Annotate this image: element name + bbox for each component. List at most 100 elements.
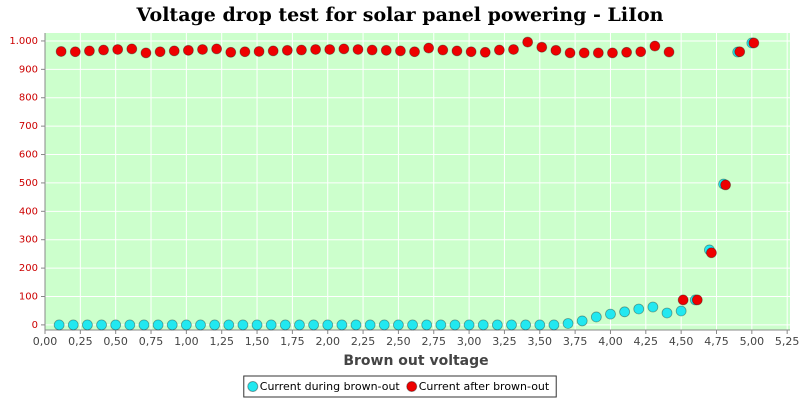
x-tick-label: 1,50 [245, 335, 270, 348]
point [548, 319, 560, 331]
x-tick-label: 3,50 [528, 335, 553, 348]
point [209, 319, 221, 331]
point [607, 47, 618, 59]
point [195, 319, 206, 331]
point [663, 46, 675, 58]
point [67, 319, 79, 331]
point [493, 44, 505, 56]
point [621, 46, 633, 58]
x-tick-label: 2,50 [386, 335, 411, 348]
point [53, 319, 65, 331]
plot-area [45, 33, 790, 330]
point [649, 40, 661, 52]
point [281, 44, 293, 56]
legend-marker [406, 381, 418, 392]
point [182, 44, 194, 56]
point [239, 46, 251, 58]
point [225, 46, 237, 58]
x-tick-label: 3,25 [492, 335, 517, 348]
y-tick-label: 300 [19, 235, 38, 246]
point [635, 46, 647, 58]
point [677, 294, 689, 306]
point [96, 319, 107, 331]
point [576, 315, 588, 327]
x-tick-label: 0,00 [33, 335, 58, 348]
x-tick-label: 5,00 [740, 335, 765, 348]
point [661, 307, 673, 319]
x-tick-label: 3,75 [563, 335, 588, 348]
point [140, 47, 152, 59]
chart-title: Voltage drop test for solar panel poweri… [136, 4, 664, 26]
point [152, 319, 164, 331]
legend-label: Current during brown-out [260, 380, 401, 393]
point [675, 305, 687, 317]
x-tick-label: 4,75 [704, 335, 729, 348]
point [112, 44, 124, 55]
point [633, 303, 645, 315]
point [407, 319, 418, 331]
point [223, 319, 235, 331]
point [336, 319, 348, 331]
point [592, 47, 604, 59]
y-tick-label: 200 [19, 263, 38, 274]
point [520, 319, 532, 331]
point [322, 319, 334, 331]
point [720, 179, 731, 191]
legend-label: Current after brown-out [419, 380, 550, 393]
point [508, 44, 519, 55]
point [506, 319, 517, 331]
point [366, 44, 378, 56]
point [237, 319, 249, 331]
x-tick-label: 0,25 [68, 335, 93, 348]
point [296, 44, 307, 56]
point [451, 45, 463, 57]
legend-box [243, 375, 557, 398]
point [364, 319, 376, 331]
point [619, 306, 631, 318]
point [465, 46, 477, 58]
legend: Current during brown-out Current after br… [243, 375, 557, 398]
point [578, 47, 590, 59]
y-tick-label: 600 [19, 150, 38, 161]
y-tick-label: 0 [32, 320, 38, 331]
point [126, 43, 138, 55]
point [590, 311, 602, 323]
point [522, 36, 534, 48]
point [69, 46, 81, 58]
point [479, 46, 491, 58]
point [310, 44, 321, 55]
point [550, 44, 562, 56]
x-tick-label: 3,00 [457, 335, 482, 348]
point [564, 47, 576, 59]
point [534, 319, 546, 331]
point [98, 44, 109, 56]
point [647, 301, 659, 313]
point [380, 44, 392, 56]
x-tick-label: 2,75 [422, 335, 447, 348]
y-tick-label: 400 [19, 206, 38, 217]
point [124, 319, 136, 331]
x-tick-label: 0,50 [103, 335, 128, 348]
point [110, 319, 122, 331]
point [421, 319, 433, 331]
point [536, 41, 548, 53]
y-tick-label: 700 [19, 121, 38, 132]
point [84, 45, 95, 57]
x-tick-label: 2,25 [351, 335, 376, 348]
x-tick-label: 1,25 [209, 335, 234, 348]
x-tick-label: 0,75 [139, 335, 164, 348]
point [435, 319, 447, 331]
point [197, 44, 208, 55]
point [378, 319, 390, 331]
x-tick-label: 4,50 [669, 335, 694, 348]
point [253, 46, 265, 57]
point [463, 319, 475, 331]
x-tick-label: 4,25 [634, 335, 659, 348]
point [409, 46, 420, 58]
point [477, 319, 489, 331]
point [338, 43, 350, 55]
point [491, 319, 503, 331]
point [55, 46, 67, 57]
point [82, 319, 93, 331]
